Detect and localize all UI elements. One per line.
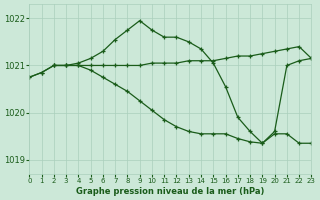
X-axis label: Graphe pression niveau de la mer (hPa): Graphe pression niveau de la mer (hPa): [76, 187, 265, 196]
